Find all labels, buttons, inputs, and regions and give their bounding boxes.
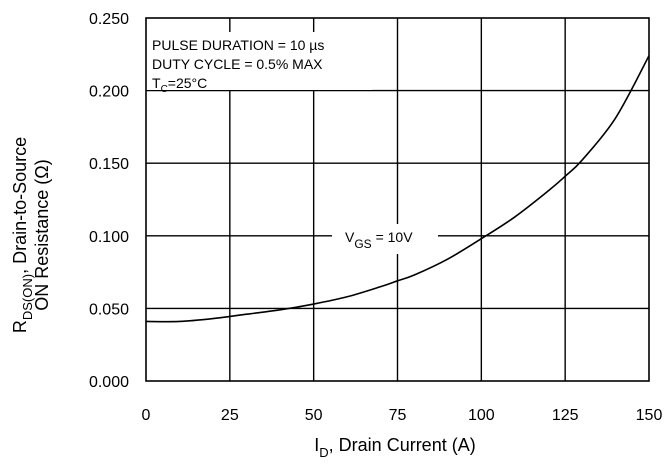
y-tick-label: 0.000 bbox=[89, 374, 129, 391]
pulse-duration-note: PULSE DURATION = 10 µs bbox=[152, 37, 324, 53]
x-tick-label: 75 bbox=[389, 407, 407, 424]
duty-cycle-note: DUTY CYCLE = 0.5% MAX bbox=[152, 56, 323, 72]
y-tick-label: 0.150 bbox=[89, 156, 129, 173]
x-tick-label: 0 bbox=[142, 407, 151, 424]
x-tick-label: 100 bbox=[468, 407, 495, 424]
y-tick-label: 0.100 bbox=[89, 229, 129, 246]
x-tick-label: 150 bbox=[636, 407, 663, 424]
y-tick-label: 0.050 bbox=[89, 301, 129, 318]
y-tick-label: 0.200 bbox=[89, 84, 129, 101]
x-tick-label: 25 bbox=[221, 407, 239, 424]
x-tick-label: 50 bbox=[305, 407, 323, 424]
x-tick-label: 125 bbox=[552, 407, 579, 424]
y-axis-title-line-2: ON Resistance (Ω) bbox=[32, 159, 52, 311]
y-tick-label: 0.250 bbox=[89, 11, 129, 28]
